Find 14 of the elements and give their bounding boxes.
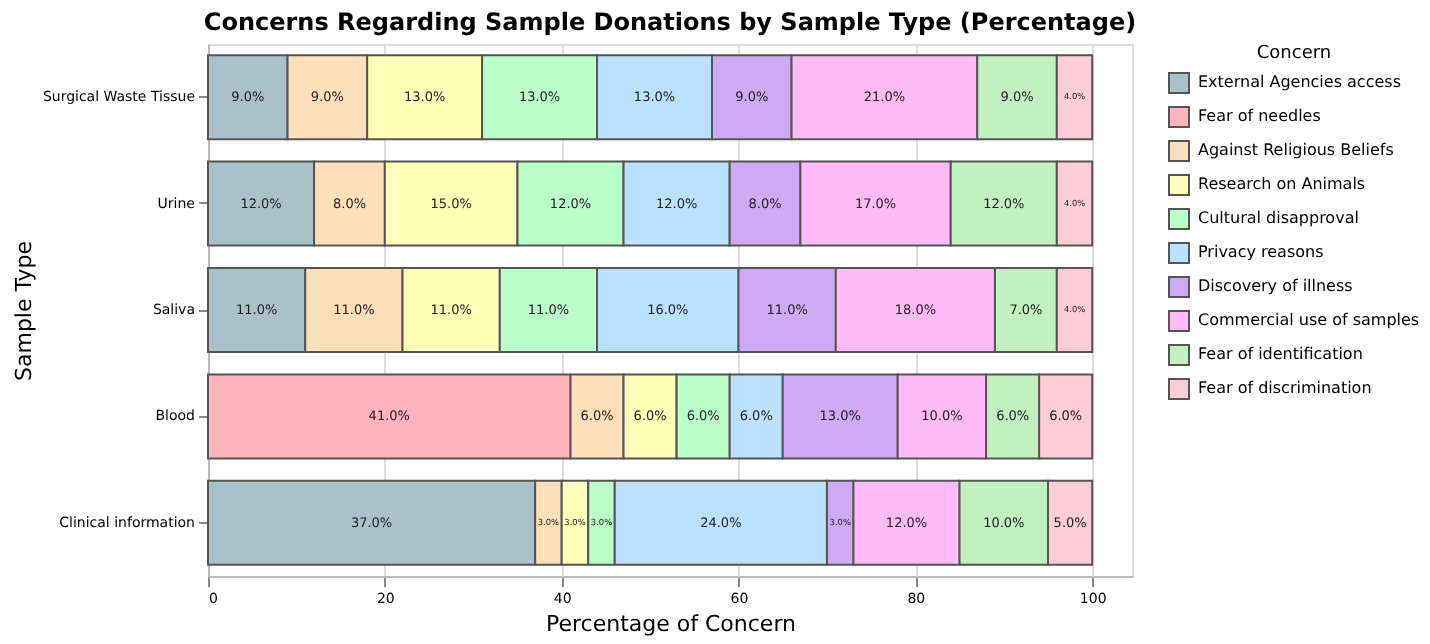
legend-label: Fear of discrimination xyxy=(1198,379,1372,397)
y-axis-title: Sample Type xyxy=(10,240,37,382)
legend-title: Concern xyxy=(1256,44,1332,64)
legend-label: Against Religious Beliefs xyxy=(1198,141,1394,159)
legend-label: Commercial use of samples xyxy=(1198,311,1420,329)
legend-label: Privacy reasons xyxy=(1198,243,1324,261)
legend-label: Fear of identification xyxy=(1198,345,1363,363)
legend-label: External Agencies access xyxy=(1198,73,1401,91)
x-axis-title: Percentage of Concern xyxy=(546,611,797,637)
legend-label: Fear of needles xyxy=(1198,107,1321,125)
legend-label: Cultural disapproval xyxy=(1198,209,1359,227)
legend-label: Research on Animals xyxy=(1198,175,1366,193)
chart-title: Concerns Regarding Sample Donations by Sample Type (Percentage) xyxy=(203,8,1137,36)
legend-label: Discovery of illness xyxy=(1198,277,1353,295)
